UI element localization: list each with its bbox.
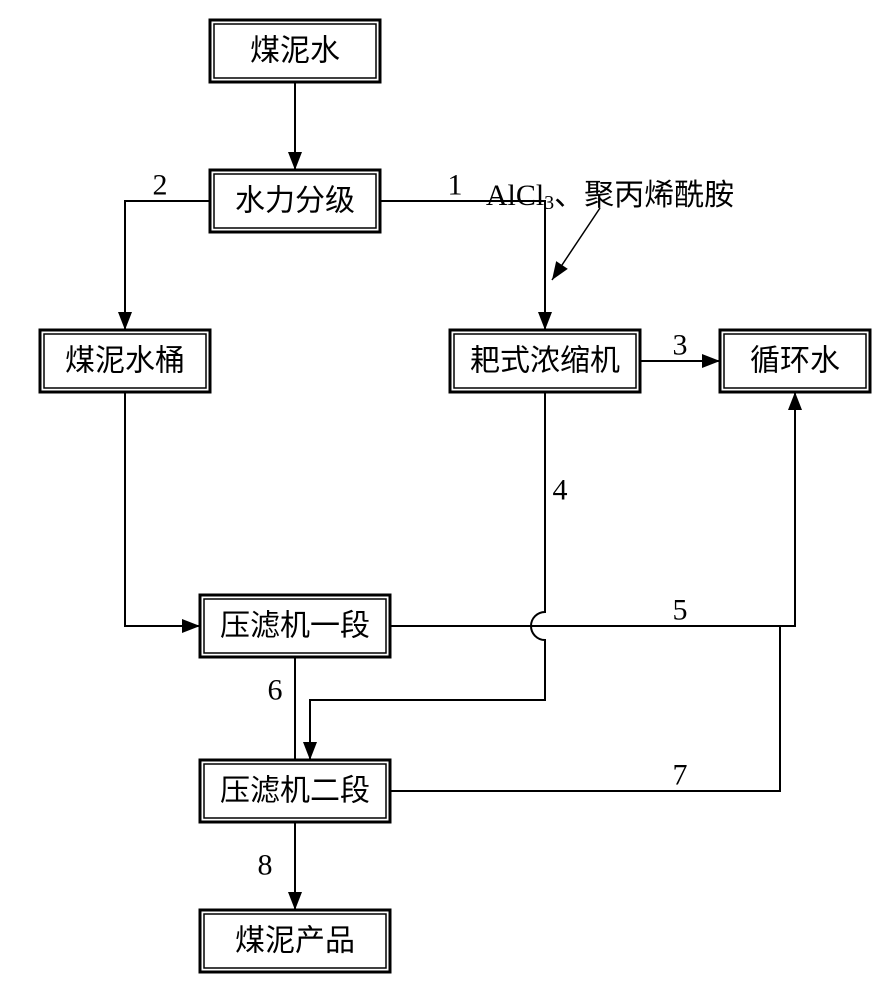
svg-text:耙式浓缩机: 耙式浓缩机 [470,345,620,378]
svg-text:6: 6 [268,674,283,707]
svg-text:压滤机二段: 压滤机二段 [220,775,370,808]
svg-text:水力分级: 水力分级 [235,185,355,218]
svg-text:煤泥水桶: 煤泥水桶 [65,345,185,378]
svg-text:8: 8 [258,849,273,882]
svg-text:煤泥产品: 煤泥产品 [235,925,355,958]
svg-text:煤泥水: 煤泥水 [250,35,340,68]
svg-text:循环水: 循环水 [750,345,840,378]
svg-text:5: 5 [673,594,688,627]
svg-text:1: 1 [448,169,463,202]
svg-text:4: 4 [553,474,568,507]
svg-text:压滤机一段: 压滤机一段 [220,610,370,643]
svg-text:AlCl3、聚丙烯酰胺: AlCl3、聚丙烯酰胺 [486,179,734,215]
svg-text:7: 7 [673,759,688,792]
svg-text:3: 3 [673,329,688,362]
svg-text:2: 2 [153,169,168,202]
